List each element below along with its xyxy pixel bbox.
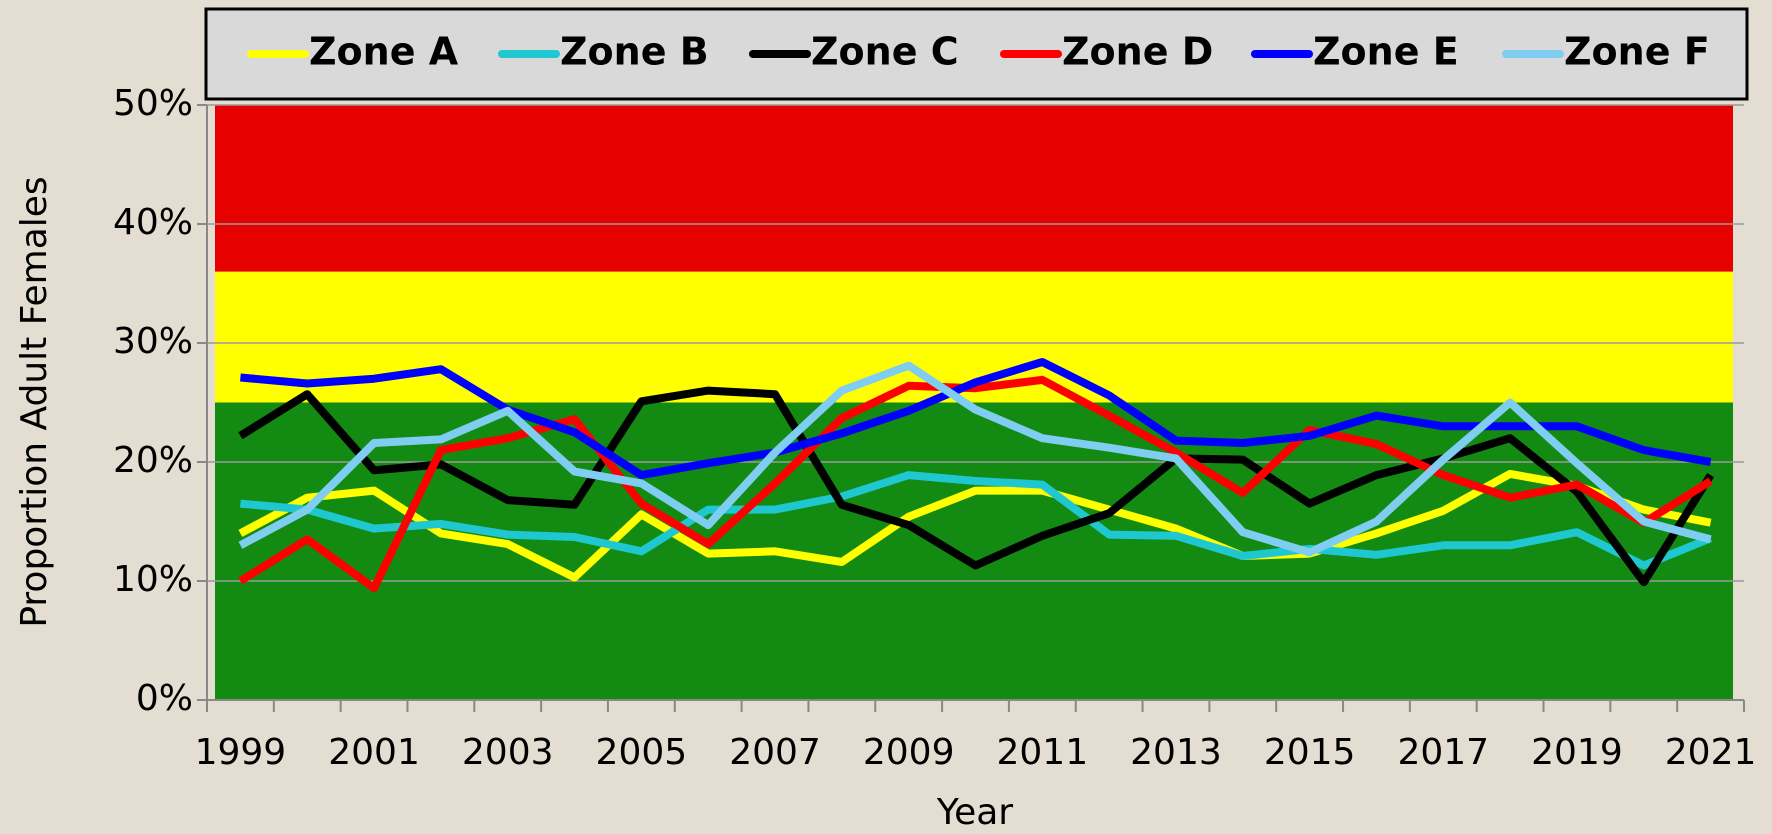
- x-tick-label: 2005: [596, 732, 688, 773]
- x-tick-label: 2015: [1264, 732, 1356, 773]
- x-tick-label: 2003: [462, 732, 554, 773]
- y-tick-label: 20%: [113, 440, 193, 481]
- series-line: [238, 386, 1714, 587]
- x-tick-label: 2021: [1665, 732, 1757, 773]
- x-tick-label: 2013: [1130, 732, 1222, 773]
- series-line: [238, 361, 1712, 557]
- x-tick-label: 2001: [328, 732, 420, 773]
- legend-label: Zone B: [560, 30, 709, 74]
- x-tick-label: 2007: [729, 732, 821, 773]
- x-tick-label: 2009: [863, 732, 955, 773]
- y-tick-label: 0%: [136, 678, 193, 719]
- series-line: [240, 471, 1713, 570]
- zone-band: [215, 402, 1733, 700]
- legend-label: Zone A: [309, 30, 459, 74]
- y-tick-label: 30%: [113, 321, 193, 362]
- legend-label: Zone F: [1564, 30, 1710, 74]
- x-tick-label: 2011: [997, 732, 1089, 773]
- series-line: [238, 375, 1713, 593]
- x-axis-label: Year: [936, 792, 1013, 833]
- x-tick-label: 2019: [1531, 732, 1623, 773]
- x-tick-label: 2017: [1397, 732, 1489, 773]
- legend-label: Zone D: [1062, 30, 1213, 74]
- series-line: [240, 358, 1712, 480]
- legend-label: Zone C: [811, 30, 959, 74]
- legend-label: Zone E: [1313, 30, 1459, 74]
- y-tick-label: 40%: [113, 202, 193, 243]
- zone-band: [215, 105, 1733, 272]
- y-tick-label: 50%: [113, 83, 193, 124]
- y-tick-label: 10%: [113, 559, 193, 600]
- y-axis-label: Proportion Adult Females: [14, 176, 55, 627]
- series-line: [238, 469, 1712, 582]
- x-tick-label: 1999: [195, 732, 287, 773]
- legend-box: [204, 7, 1749, 101]
